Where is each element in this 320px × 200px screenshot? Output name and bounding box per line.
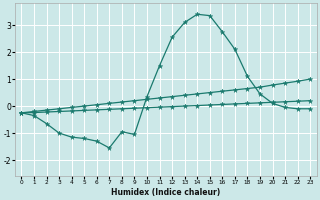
X-axis label: Humidex (Indice chaleur): Humidex (Indice chaleur) bbox=[111, 188, 220, 197]
